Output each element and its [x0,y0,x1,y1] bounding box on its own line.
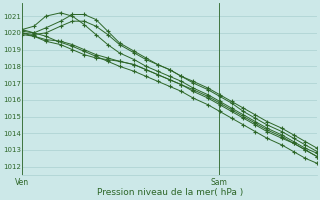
X-axis label: Pression niveau de la mer( hPa ): Pression niveau de la mer( hPa ) [97,188,243,197]
